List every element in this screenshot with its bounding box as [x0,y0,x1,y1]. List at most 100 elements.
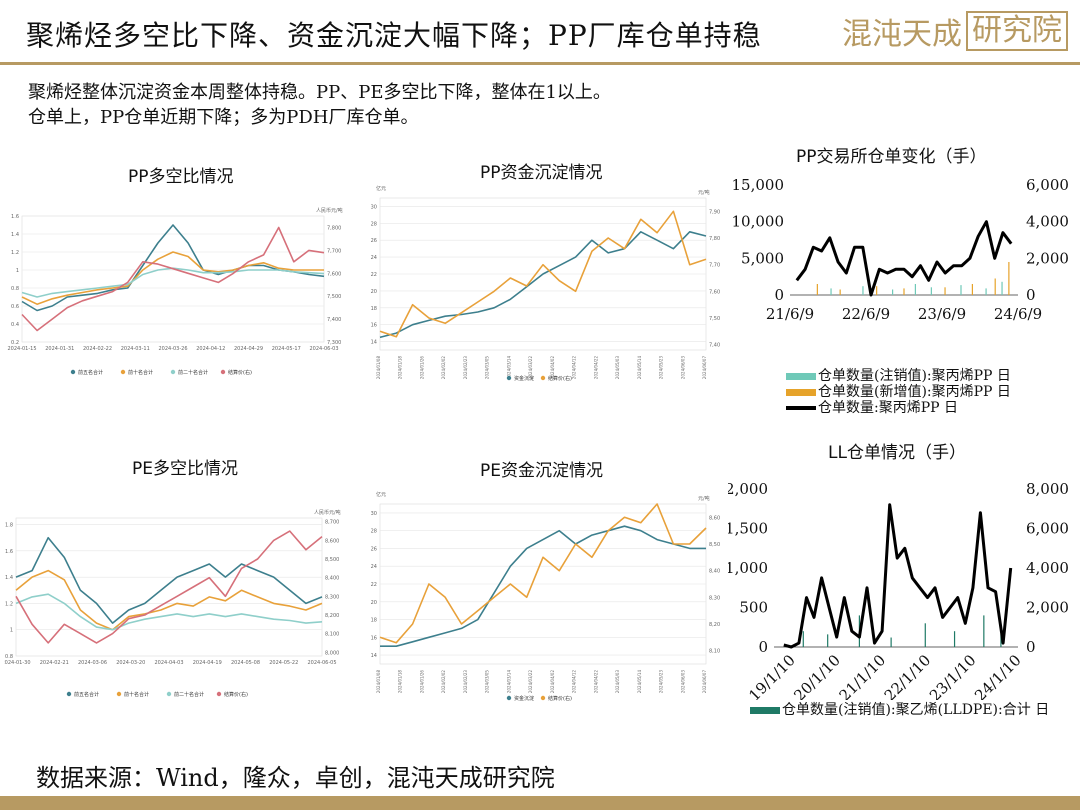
legend-marker [220,369,226,375]
pe-long-short-title: PE多空比情况 [132,459,238,479]
right-unit-label: 人民币元/吨 [314,509,341,516]
legend-label: 仓单数量(注销值):聚丙烯PP 日 [818,368,1011,384]
x-tick-label: 2024/05/14 [637,670,642,694]
legend-label: 结算价(右) [548,695,572,702]
intro-line-1: 聚烯烃整体沉淀资金本周整体持稳。PP、PE多空比下降，整体在1以上。 [28,82,611,103]
x-tick-label: 2024-03-06 [78,660,107,666]
pp-long-short-chart: 0.2 0.4 0.6 0.8 1 1.2 1.4 1.6 7,300 7,400 7,500 7,6… [7,207,343,376]
y-tick-label-left: 1.6 [5,549,13,555]
pp-funds-title: PP资金沉淀情况 [480,163,603,183]
legend-marker [116,691,122,697]
y-tick-label-left: 30 [371,204,377,210]
x-tick-label: 2024-02-21 [40,660,69,666]
plot-area [21,215,325,343]
right-unit-label: 人民币元/吨 [316,207,343,214]
x-tick-label: 2024-01-31 [45,346,74,352]
page-title: 聚烯烃多空比下降、资金沉淀大幅下降；PP厂库仓单持稳 [26,19,762,52]
y-tick-label-right: 7,500 [327,294,341,300]
y-tick-label-left: 10,000 [732,213,785,231]
x-tick-label: 2024-04-29 [234,346,263,352]
legend-marker [506,375,512,381]
y-tick-label-right: 7,900 [709,209,720,215]
legend-marker [66,691,72,697]
x-tick-label: 2024/05/03 [615,670,620,694]
x-tick-label: 2024/04/22 [593,356,598,380]
x-tick-label: 2024/02/23 [463,670,468,694]
y-tick-label-right: 8,600 [325,538,339,544]
y-tick-label-right: 7,700 [709,263,720,269]
x-tick-label: 2024/02/02 [441,356,446,380]
y-tick-label-left: 1.4 [5,575,13,581]
x-tick-label: 2024/01/18 [398,356,403,380]
y-tick-label-right: 8,200 [325,613,339,619]
series-line [380,525,706,647]
y-tick-label-left: 0.4 [11,322,19,328]
x-tick-label: 2024-01-15 [7,346,36,352]
series-line [795,220,1013,297]
x-tick-label: 2024/05/23 [659,356,664,380]
x-tick-label: 22/6/9 [842,305,890,323]
y-tick-label-left: 1.2 [11,250,19,256]
legend-item: 仓单数量(新增值):聚丙烯PP 日 [786,384,1011,400]
y-tick-label-left: 20 [371,289,377,295]
x-tick-label: 21/6/9 [766,305,814,323]
x-tick-label: 2024/01/26 [419,356,424,380]
y-tick-label-left: 1 [10,628,13,634]
x-tick-label: 2024/03/05 [485,356,490,380]
x-tick-label: 24/6/9 [994,305,1042,323]
x-tick-label: 2024/03/14 [506,670,511,694]
y-tick-label-right: 7,400 [709,343,720,349]
y-tick-label-right: 8,100 [709,649,720,655]
pe-funds-chart: 14 16 18 20 22 24 26 28 30 8,100 8,200 8,300 8,400 8,… [371,491,720,702]
x-tick-label: 2024/04/12 [572,356,577,380]
y-tick-label-right: 8,100 [325,632,339,638]
y-tick-label-right: 8,300 [325,594,339,600]
series-line [15,593,323,631]
footer-bar [0,796,1080,810]
y-tick-label-left: 2,000 [728,480,768,498]
data-source: 数据来源：Wind，隆众，卓创，混沌天成研究院 [36,764,555,792]
pp-warehouse-chart: 0 5,000 10,000 15,000 0 2,000 4,000 6,000 21/6/9… [732,176,1069,323]
left-unit-label: 亿元 [376,185,386,192]
legend-marker [166,691,172,697]
x-tick-label: 2024-05-17 [272,346,301,352]
y-tick-label-left: 1 [16,268,19,274]
right-unit-label: 元/吨 [698,189,710,196]
legend-label: 前十名合计 [124,691,149,698]
legend-label: 资金沉淀 [514,695,534,702]
x-tick-label: 2024/06/03 [680,670,685,694]
y-tick-label-left: 26 [371,546,377,552]
x-tick-label: 2024-04-03 [154,660,183,666]
y-tick-label-right: 8,000 [325,650,339,656]
legend-label: 结算价(右) [228,369,252,376]
y-tick-label-left: 1.8 [5,523,13,529]
x-tick-label: 2024-03-11 [121,346,150,352]
x-tick-label: 2024-06-03 [309,346,338,352]
y-tick-label-right: 6,000 [1026,176,1069,194]
y-tick-label-right: 2,000 [1026,249,1069,267]
x-tick-label: 2024/05/14 [637,356,642,380]
y-tick-label-right: 2,000 [1026,599,1069,617]
logo-text-left: 混沌天成 [842,17,962,52]
y-tick-label-left: 0.8 [11,286,19,292]
intro-text: 聚烯烃整体沉淀资金本周整体持稳。PP、PE多空比下降，整体在1以上。 仓单上，P… [28,80,611,130]
x-tick-label: 2024-01-30 [4,660,31,666]
y-tick-label-right: 7,800 [327,225,341,231]
y-tick-label-left: 28 [371,221,377,227]
y-tick-label-left: 1,000 [728,559,768,577]
y-tick-label-left: 0 [758,638,768,656]
y-tick-label-left: 1.6 [11,214,19,220]
y-tick-label-left: 0.8 [5,654,13,660]
x-tick-label: 2024/03/22 [528,356,533,380]
legend-label: 前十名合计 [128,369,153,376]
pp-warehouse-title: PP交易所仓单变化（手） [796,147,987,167]
brand-logo: 混沌天成 研究院 [842,8,1068,54]
y-tick-label-right: 8,400 [325,576,339,582]
y-tick-label-right: 8,200 [709,622,720,628]
y-tick-label-left: 16 [371,323,377,329]
legend-label: 前二十名合计 [174,691,204,698]
y-tick-label-right: 8,600 [709,515,720,521]
series-line [15,569,323,631]
y-tick-label-right: 0 [1026,638,1036,656]
series-line [21,251,324,305]
